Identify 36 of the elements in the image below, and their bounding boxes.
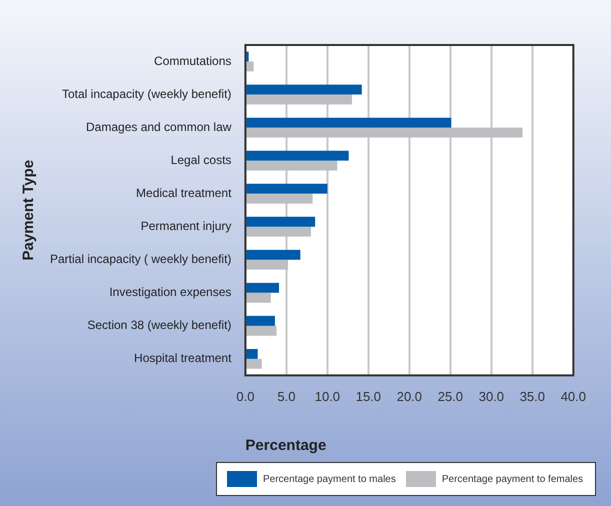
y-tick-label: Investigation expenses [109, 285, 232, 300]
x-tick-label: 20.0 [396, 388, 422, 404]
x-tick-label: 40.0 [560, 388, 586, 404]
x-tick-label: 15.0 [356, 388, 382, 404]
legend-label: Percentage payment to females [442, 474, 584, 484]
y-tick-label: Partial incapacity ( weekly benefit) [50, 252, 232, 266]
y-tick-label: Legal costs [170, 152, 232, 167]
y-tick-label: Damages and common law [86, 120, 232, 134]
x-tick-label: 10.0 [314, 388, 340, 404]
x-tick-label: 0.0 [236, 388, 254, 404]
bar [246, 184, 328, 194]
bar [246, 292, 271, 303]
bar [246, 118, 452, 128]
y-tick-label: Commutations [154, 54, 232, 68]
x-tick-label: 30.0 [478, 388, 504, 404]
bar [246, 150, 349, 161]
y-tick-label: Hospital treatment [134, 351, 232, 366]
bar [246, 84, 362, 95]
y-tick-label: Total incapacity (weekly benefit) [62, 86, 232, 101]
x-tick-label: 5.0 [277, 388, 296, 404]
x-tick-label: 25.0 [438, 388, 464, 404]
bar [246, 216, 316, 227]
y-tick-label: Section 38 (weekly benefit) [87, 318, 232, 332]
bar [246, 250, 300, 260]
legend-label: Percentage payment to males [263, 474, 396, 484]
x-tick-label: 35.0 [520, 388, 546, 404]
bar [246, 358, 262, 369]
bar [246, 326, 277, 336]
bar [246, 348, 258, 359]
x-axis-title: Percentage [245, 437, 326, 454]
bar [246, 316, 275, 326]
y-tick-label: Medical treatment [136, 186, 232, 200]
bar [246, 62, 254, 72]
bar [246, 282, 280, 293]
y-tick-label: Permanent injury [140, 219, 232, 234]
y-axis-title: Payment Type [20, 160, 38, 260]
